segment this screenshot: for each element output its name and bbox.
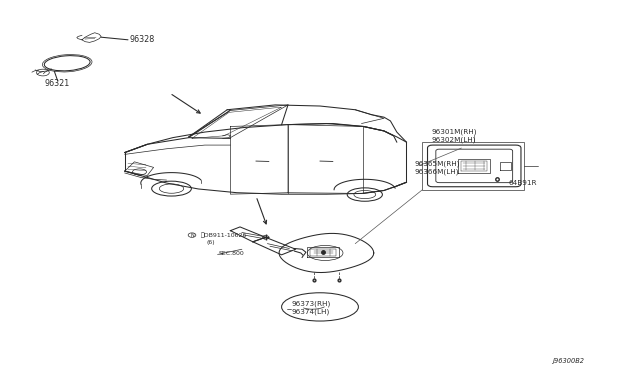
Bar	[422, 142, 524, 190]
Text: 96302M(LH): 96302M(LH)	[432, 137, 477, 144]
Text: 96373(RH): 96373(RH)	[292, 301, 331, 307]
Text: 96301M(RH): 96301M(RH)	[432, 129, 477, 135]
Text: ⓃDB911-10626: ⓃDB911-10626	[201, 232, 247, 238]
Text: N: N	[190, 232, 194, 238]
Text: (6): (6)	[206, 240, 214, 246]
Text: 64B91R: 64B91R	[509, 180, 538, 186]
Text: J96300B2: J96300B2	[552, 358, 584, 364]
Text: 96365M(RH): 96365M(RH)	[415, 160, 460, 167]
Text: 96374(LH): 96374(LH)	[292, 308, 330, 315]
Text: 96366M(LH): 96366M(LH)	[415, 169, 460, 175]
Text: 96328: 96328	[130, 35, 155, 44]
Text: SEC.800: SEC.800	[219, 251, 244, 256]
Text: 96321: 96321	[45, 79, 70, 88]
